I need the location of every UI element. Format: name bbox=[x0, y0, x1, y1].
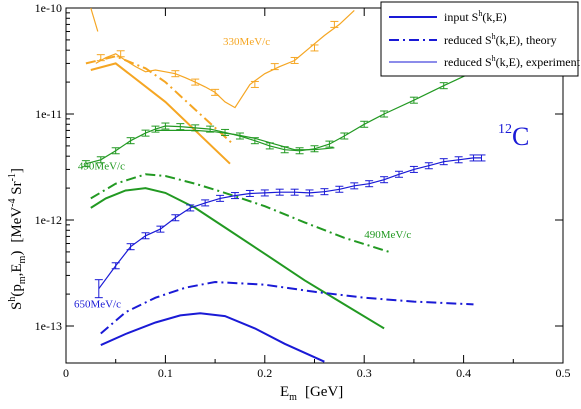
momentum-annotation: 490MeV/c bbox=[78, 160, 125, 172]
y-tick-label: 1e-10 bbox=[35, 1, 62, 15]
series-650-theory bbox=[100, 280, 474, 335]
legend-label-experiment: reduced Sh(k,E), experiment bbox=[444, 54, 581, 69]
nucleus-mass: 12 bbox=[498, 122, 512, 137]
x-axis-label: Em [GeV] bbox=[280, 384, 343, 403]
x-tick-label: 0 bbox=[63, 366, 69, 380]
x-tick-label: 0.4 bbox=[456, 366, 471, 380]
y-tick-label: 1e-11 bbox=[35, 107, 62, 121]
x-label-unit: [GeV] bbox=[305, 384, 343, 400]
series-group bbox=[81, 7, 534, 363]
y-label-mid: ,E bbox=[9, 263, 25, 276]
legend-experiment-sup: h bbox=[492, 54, 496, 63]
legend-input-sup: h bbox=[478, 9, 482, 18]
legend-label-input: input Sh(k,E) bbox=[444, 9, 507, 24]
series-490-experiment bbox=[85, 43, 534, 165]
y-tick-label: 1e-13 bbox=[35, 319, 62, 333]
series-330-experiment bbox=[95, 9, 355, 109]
legend-input-rest: (k,E) bbox=[482, 10, 506, 24]
legend-experiment-text: reduced S bbox=[444, 55, 492, 69]
series-650-experiment bbox=[98, 157, 482, 290]
series-330-input bbox=[90, 62, 231, 165]
momentum-annotation: 490MeV/c bbox=[364, 229, 411, 241]
legend-theory-rest: (k,E), theory bbox=[496, 33, 557, 47]
x-tick-label: 0.1 bbox=[158, 366, 173, 380]
y-label-sub2: m bbox=[17, 255, 28, 263]
y-label-sup: h bbox=[7, 297, 18, 302]
x-tick-label: 0.3 bbox=[357, 366, 372, 380]
series-490-experiment-b bbox=[155, 129, 335, 151]
y-label-unit-pre: [MeV bbox=[9, 207, 25, 243]
legend-theory-text: reduced S bbox=[444, 33, 492, 47]
axis-labels: Em [GeV] Sh(pm,Em)[MeV-4 Sr-1] 12C bbox=[7, 122, 529, 403]
series-650-input bbox=[100, 312, 325, 363]
legend-input-text: input S bbox=[444, 10, 478, 24]
annotations: 330MeV/c 490MeV/c 490MeV/c 650MeV/c bbox=[74, 36, 411, 311]
y-label-unit-sup: -4 bbox=[7, 199, 18, 207]
x-label-main: E bbox=[280, 384, 289, 400]
x-label-sub: m bbox=[289, 392, 297, 403]
x-tick-label: 0.2 bbox=[257, 366, 272, 380]
momentum-annotation: 330MeV/c bbox=[223, 36, 270, 48]
series-330-experiment-upper bbox=[90, 7, 99, 32]
legend-theory-sup: h bbox=[492, 32, 496, 41]
y-label-close: ) bbox=[9, 251, 25, 256]
y-label-sub1: m bbox=[17, 276, 28, 284]
series-330-theory bbox=[85, 55, 234, 145]
x-tick-label: 0.5 bbox=[556, 366, 571, 380]
y-label-unit-end: ] bbox=[9, 168, 25, 173]
axis-ticks: 0 0.1 0.2 0.3 0.4 0.5 1e-13 1e-12 1e-11 1e-10 bbox=[35, 1, 571, 380]
nucleus-symbol: C bbox=[512, 122, 529, 151]
series-490-theory bbox=[90, 173, 390, 253]
y-label-main: S bbox=[9, 302, 25, 310]
y-label-args: (p bbox=[9, 284, 25, 297]
nucleus-label: 12C bbox=[498, 122, 529, 151]
legend-experiment-rest: (k,E), experiment bbox=[496, 55, 581, 69]
y-tick-label: 1e-12 bbox=[35, 213, 62, 227]
legend-label-theory: reduced Sh(k,E), theory bbox=[444, 32, 557, 47]
series-490-input bbox=[90, 187, 385, 330]
y-label-unit-post: Sr bbox=[9, 181, 25, 198]
legend: input Sh(k,E) reduced Sh(k,E), theory re… bbox=[380, 1, 581, 77]
y-axis-label: Sh(pm,Em)[MeV-4 Sr-1] bbox=[7, 168, 28, 310]
momentum-annotation: 650MeV/c bbox=[74, 298, 121, 310]
y-label-unit-sup2: -1 bbox=[7, 173, 18, 181]
